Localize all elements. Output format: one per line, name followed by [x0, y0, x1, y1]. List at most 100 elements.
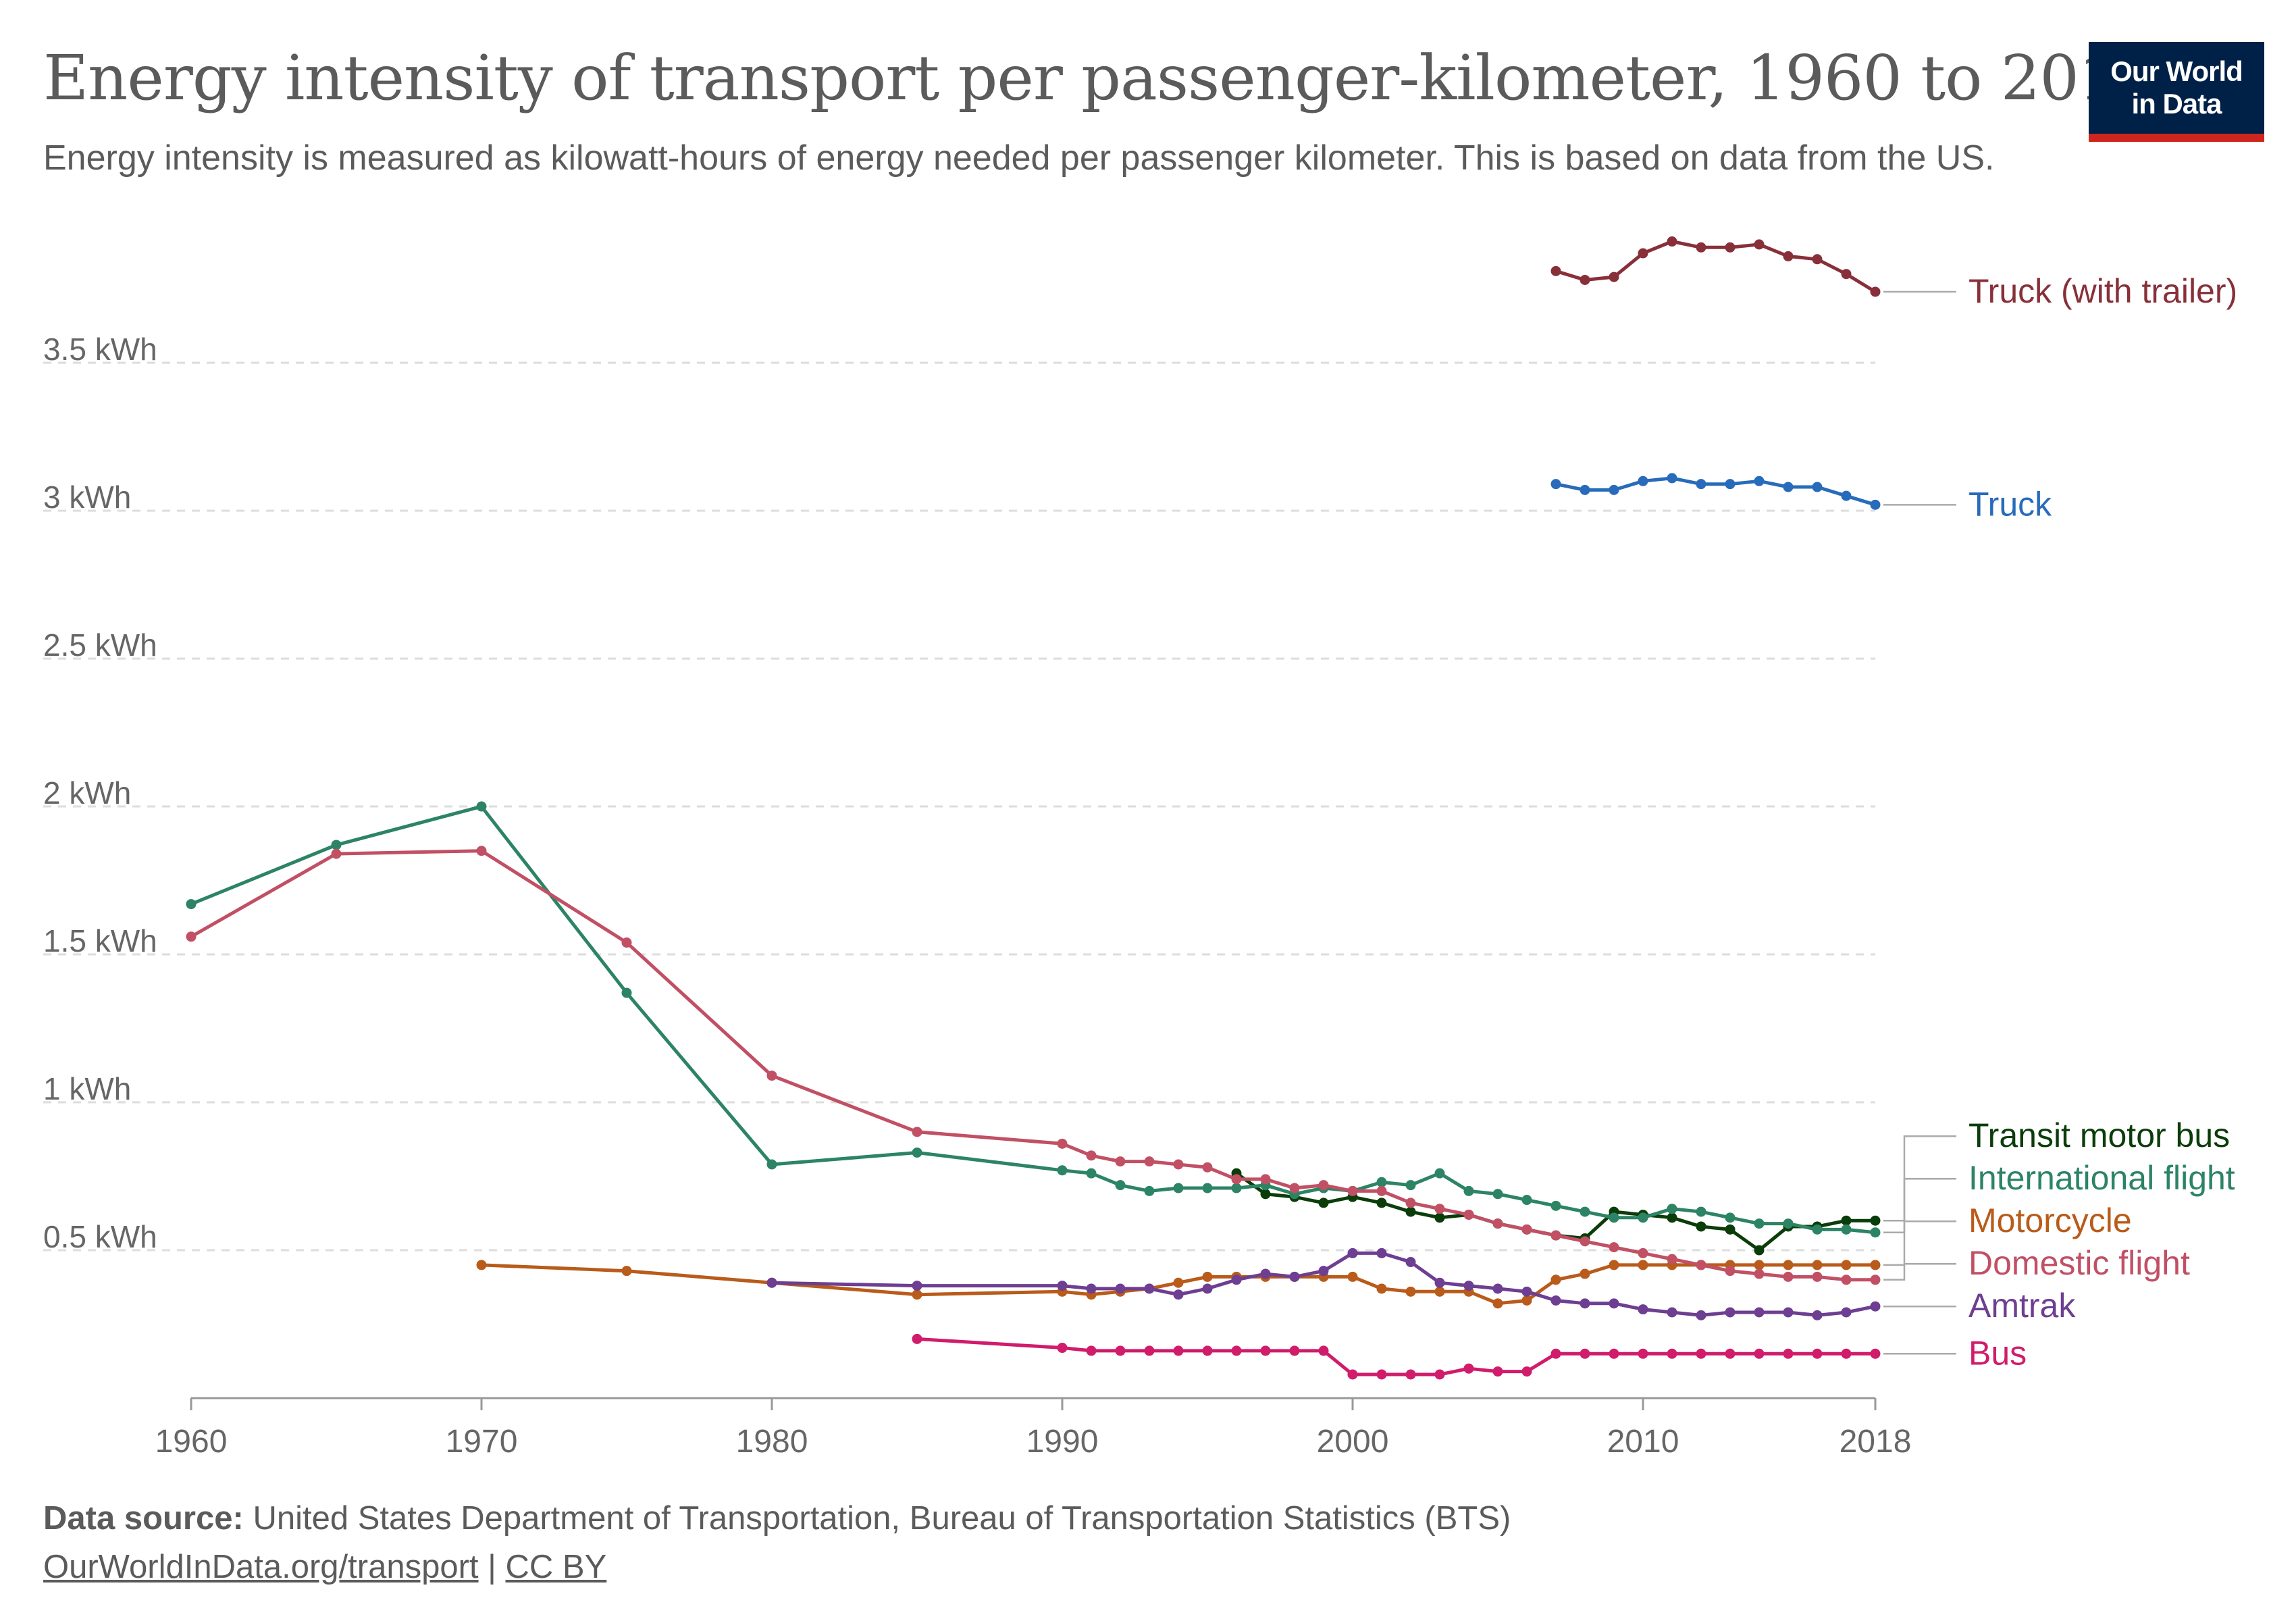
data-point [1841, 1260, 1852, 1270]
data-point [1463, 1209, 1474, 1220]
data-point [1057, 1343, 1068, 1354]
data-point [912, 1289, 922, 1300]
data-point [1812, 482, 1823, 492]
leader-line-domestic-flight [1883, 1262, 1956, 1281]
data-point [1492, 1298, 1503, 1309]
series-label-bus[interactable]: Bus [1968, 1334, 2027, 1372]
data-point [1202, 1183, 1213, 1193]
data-point [1173, 1345, 1184, 1356]
leader-line-motorcycle [1883, 1220, 1956, 1266]
label-leader-lines [1883, 290, 1956, 1355]
data-point [1115, 1180, 1126, 1191]
data-point [1521, 1366, 1532, 1377]
data-point [1144, 1156, 1155, 1167]
data-point [1870, 1348, 1881, 1359]
data-point [1057, 1165, 1068, 1176]
data-point [1289, 1183, 1300, 1193]
data-point [1376, 1185, 1387, 1196]
series-transit-motor-bus[interactable] [1231, 1168, 1881, 1256]
series-line-international-flight [190, 804, 1876, 1235]
data-source-text: United States Department of Transportati… [243, 1500, 1511, 1537]
data-point [1725, 1307, 1736, 1318]
data-point [1580, 1298, 1590, 1309]
chart-subtitle: Energy intensity is measured as kilowatt… [43, 138, 1995, 178]
series-label-amtrak[interactable]: Amtrak [1968, 1287, 2076, 1324]
series-label-motorcycle[interactable]: Motorcycle [1968, 1202, 2132, 1239]
logo-line-1: Our World [2110, 55, 2243, 87]
data-point [1492, 1189, 1503, 1200]
series-truck-with-trailer[interactable] [1550, 236, 1881, 297]
data-point [1550, 1295, 1561, 1306]
data-point [1580, 484, 1590, 495]
series-bus[interactable] [912, 1333, 1881, 1380]
owid-transport-link[interactable]: OurWorldInData.org/transport [43, 1549, 479, 1585]
data-point [1231, 1174, 1242, 1185]
data-point [1057, 1138, 1068, 1149]
data-source: Data source: United States Department of… [43, 1494, 1511, 1543]
data-point [1725, 479, 1736, 490]
data-point [1260, 1345, 1271, 1356]
data-point [912, 1333, 922, 1344]
data-point [1202, 1162, 1213, 1173]
data-point [1260, 1268, 1271, 1279]
y-axis-labels: 0.5 kWh 1 kWh 1.5 kWh 2 kWh 2.5 kWh 3 kWh 3.5 … [43, 332, 157, 1254]
data-point [1783, 482, 1794, 492]
series-label-truck-with-trailer[interactable]: Truck (with trailer) [1968, 272, 2237, 310]
series-label-truck[interactable]: Truck [1968, 485, 2052, 523]
data-point [1609, 484, 1619, 495]
data-point [1463, 1363, 1474, 1374]
series-truck[interactable] [1550, 473, 1881, 510]
data-point [1725, 1348, 1736, 1359]
data-point [1434, 1168, 1445, 1179]
data-point [1870, 1260, 1881, 1270]
data-point [1609, 1212, 1619, 1223]
data-point [1638, 1212, 1648, 1223]
logo-line-2: in Data [2131, 88, 2222, 120]
series-line-truck-with-trailer [1555, 240, 1877, 294]
data-point [1609, 272, 1619, 282]
grid-lines [43, 361, 1875, 1252]
data-point [1754, 1268, 1765, 1279]
license-link[interactable]: CC BY [505, 1549, 607, 1585]
x-tick-label: 2000 [1317, 1424, 1389, 1460]
data-point [1347, 1271, 1358, 1282]
data-point [1086, 1345, 1097, 1356]
data-point [1144, 1185, 1155, 1196]
data-point [1492, 1218, 1503, 1229]
data-point [1521, 1295, 1532, 1306]
series-international-flight[interactable] [186, 801, 1881, 1238]
y-tick-label: 2 kWh [43, 775, 131, 810]
data-point [1376, 1198, 1387, 1208]
footer-separator: | [478, 1549, 506, 1585]
owid-logo[interactable]: Our World in Data [2089, 42, 2264, 142]
data-point [1638, 1304, 1648, 1315]
data-point [1870, 499, 1881, 510]
data-point [1376, 1177, 1387, 1187]
data-point [1841, 1215, 1852, 1226]
data-point [1231, 1275, 1242, 1285]
series-amtrak[interactable] [766, 1247, 1881, 1320]
x-tick-label: 2010 [1607, 1424, 1679, 1460]
data-point [1812, 1310, 1823, 1320]
series-label-international-flight[interactable]: International flight [1968, 1159, 2235, 1197]
series-domestic-flight[interactable] [186, 846, 1881, 1285]
series-label-domestic-flight[interactable]: Domestic flight [1968, 1244, 2190, 1282]
data-point [1783, 1260, 1794, 1270]
series-label-transit-motor-bus[interactable]: Transit motor bus [1968, 1116, 2230, 1154]
data-point [1638, 475, 1648, 486]
data-point [1754, 239, 1765, 250]
data-point [1667, 1307, 1677, 1318]
y-tick-label: 2.5 kWh [43, 627, 157, 663]
data-point [1812, 1260, 1823, 1270]
data-point [1841, 1224, 1852, 1235]
series-motorcycle[interactable] [476, 1260, 1881, 1309]
data-point [1173, 1183, 1184, 1193]
series-labels: Truck (with trailer) Truck Transit motor b… [1968, 272, 2237, 1372]
footer-links: OurWorldInData.org/transport | CC BY [43, 1543, 1511, 1591]
data-point [1638, 1348, 1648, 1359]
data-point [1057, 1281, 1068, 1291]
data-point [1289, 1345, 1300, 1356]
data-point [1580, 1206, 1590, 1217]
data-point [1550, 479, 1561, 490]
data-point [1405, 1206, 1416, 1217]
